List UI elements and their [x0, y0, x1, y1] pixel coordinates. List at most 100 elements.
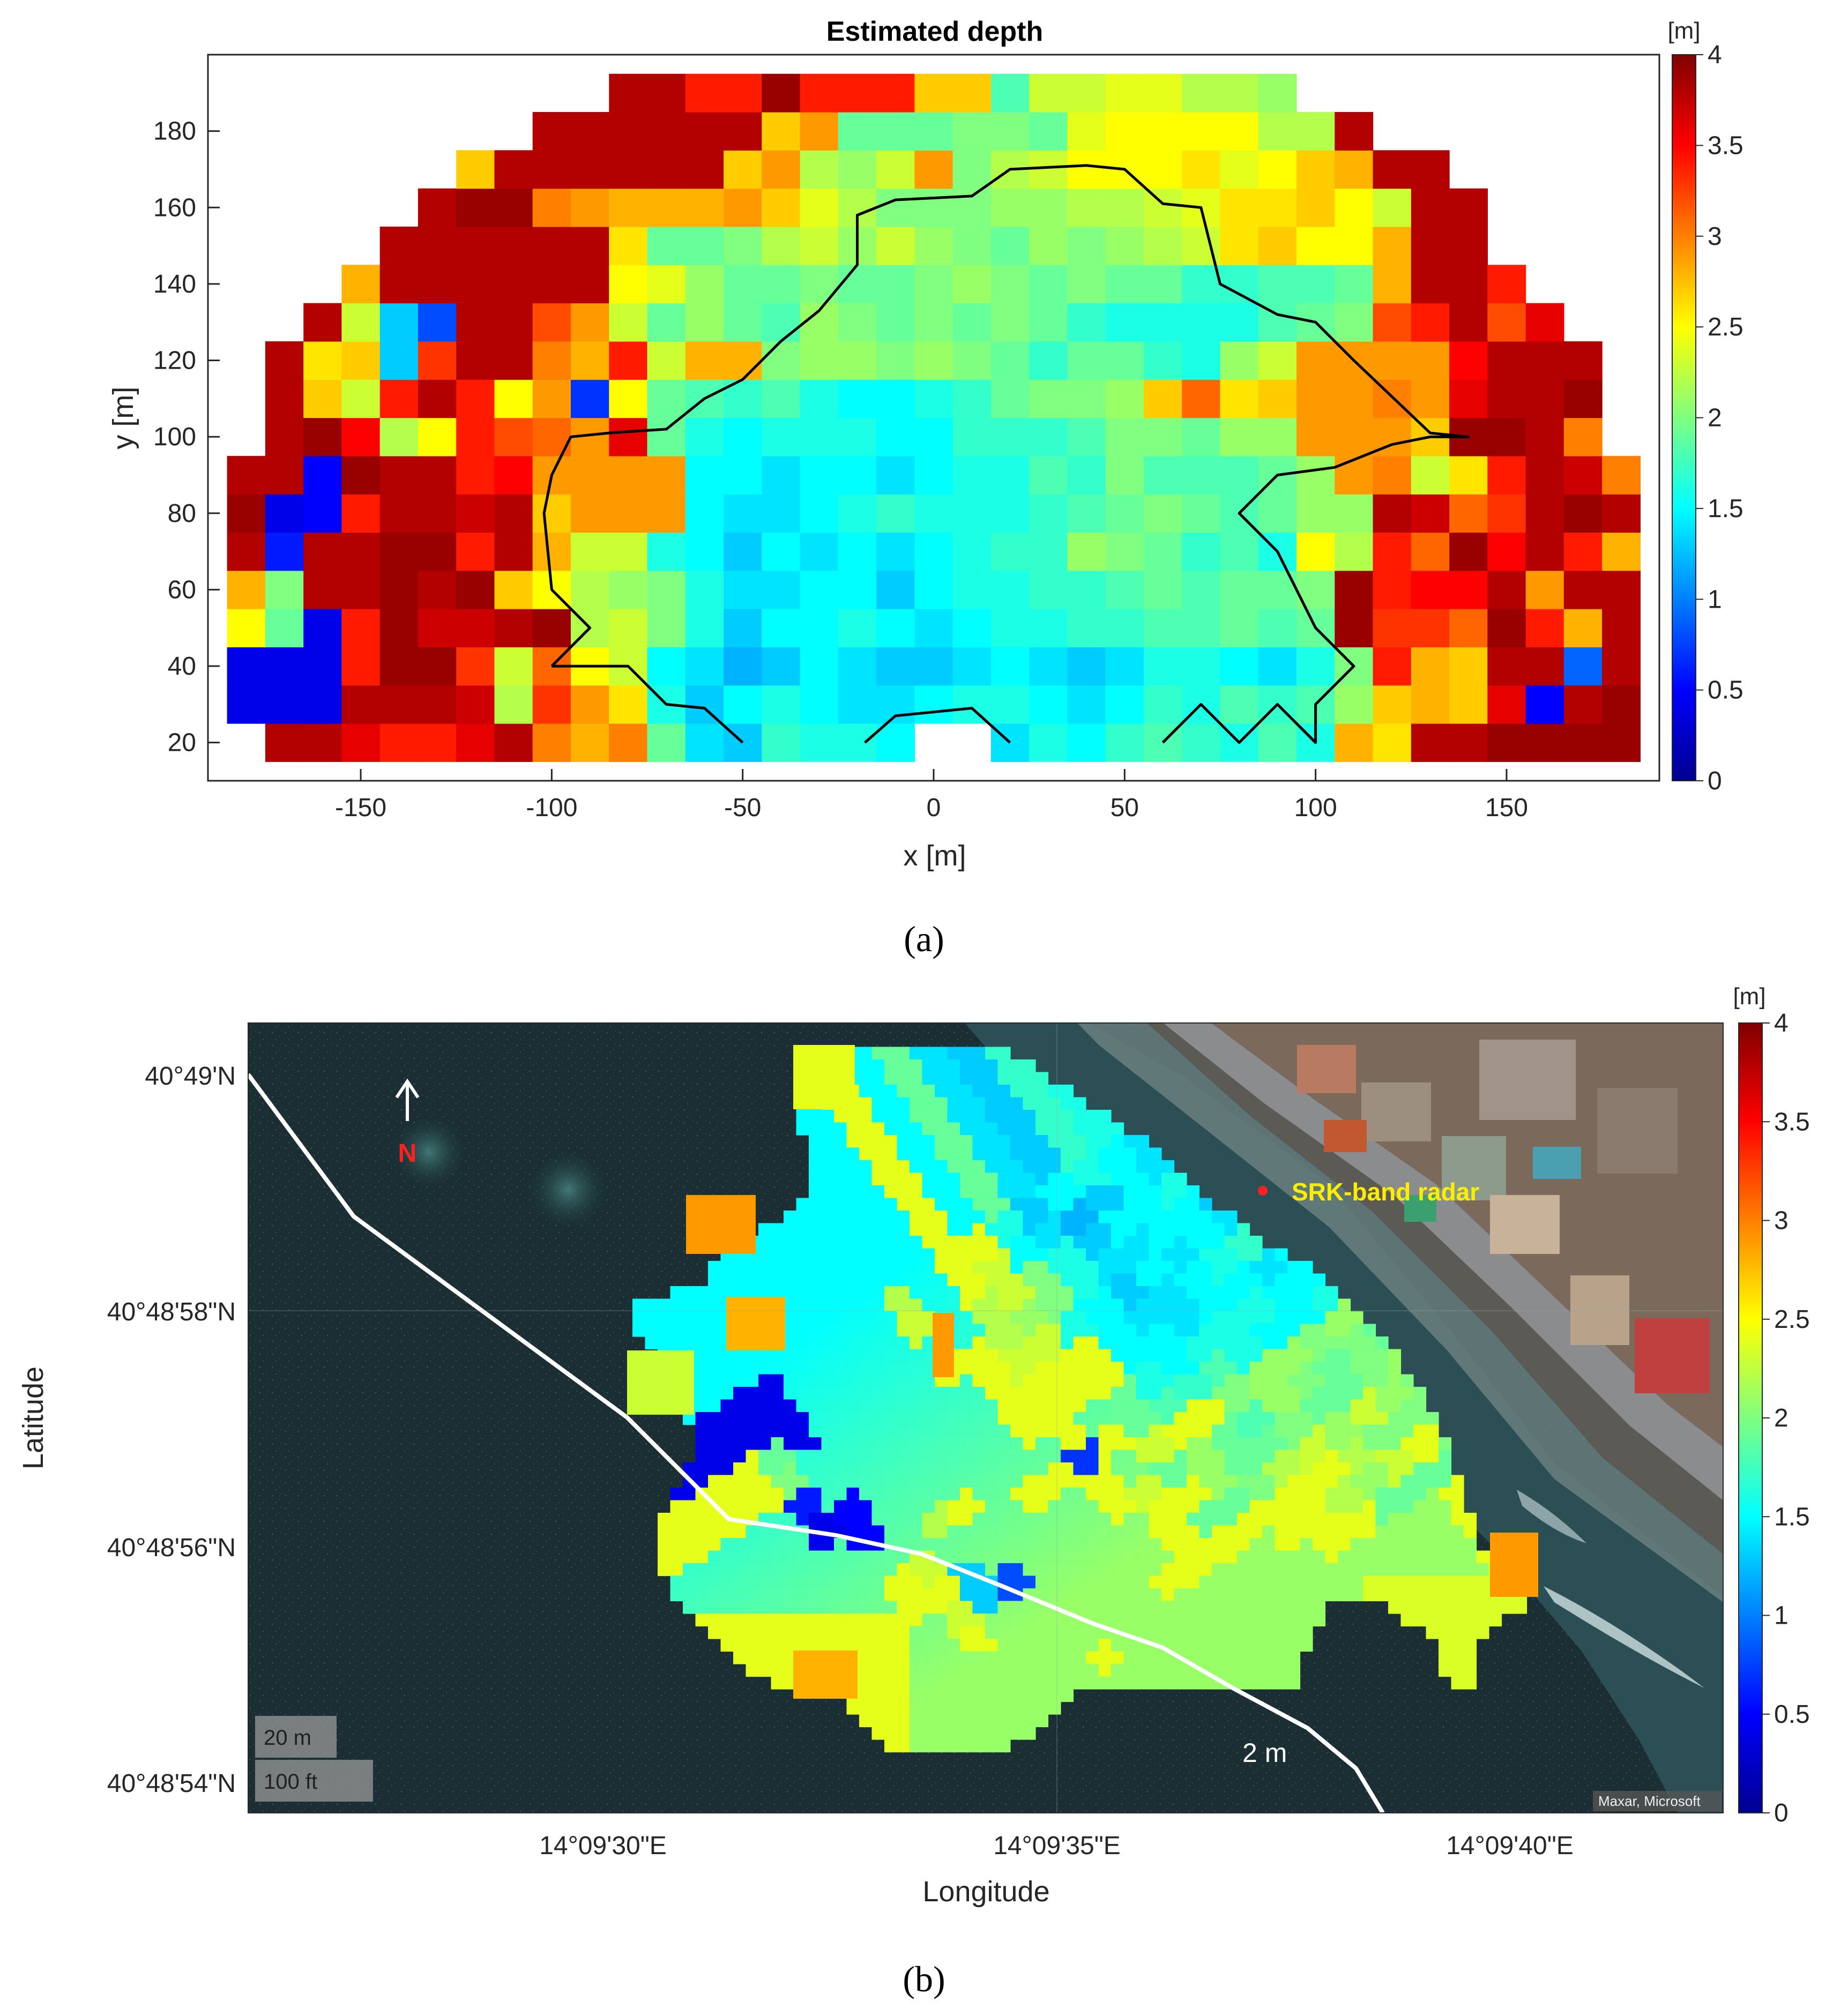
map-depth-cell — [1199, 1374, 1212, 1387]
map-depth-cell — [859, 1185, 873, 1199]
map-depth-cell — [1061, 1513, 1074, 1526]
map-depth-cell — [1237, 1500, 1250, 1513]
map-depth-cell — [897, 1172, 910, 1186]
map-depth-cell — [1035, 1437, 1049, 1451]
map-depth-cell — [1086, 1147, 1099, 1161]
map-depth-cell — [670, 1588, 683, 1602]
map-depth-cell — [1237, 1588, 1250, 1602]
map-depth-cell — [985, 1739, 998, 1753]
map-depth-cell — [1287, 1676, 1301, 1690]
map-depth-cell — [871, 1047, 885, 1060]
map-depth-cell — [746, 1626, 759, 1639]
map-depth-cell — [1388, 1500, 1402, 1513]
depth-cell — [1373, 226, 1412, 265]
map-depth-cell — [1199, 1538, 1212, 1551]
depth-cell — [1029, 303, 1068, 342]
map-depth-cell — [859, 1563, 873, 1577]
map-depth-cell — [670, 1298, 683, 1312]
map-depth-cell — [960, 1538, 973, 1551]
map-depth-cell — [922, 1601, 935, 1614]
depth-cell — [1258, 417, 1297, 457]
map-depth-cell — [1023, 1286, 1036, 1299]
map-depth-cell — [1048, 1475, 1061, 1488]
depth-cell — [456, 723, 495, 762]
depth-cell — [1525, 685, 1564, 724]
map-depth-cell — [1149, 1261, 1162, 1274]
depth-cell — [1449, 188, 1488, 227]
colorbar-tick-label: 0 — [1774, 1799, 1789, 1827]
map-depth-cell — [1161, 1664, 1175, 1677]
map-depth-cell — [884, 1437, 898, 1451]
map-depth-cell — [972, 1298, 986, 1312]
map-depth-cell — [1287, 1286, 1301, 1299]
map-depth-cell — [733, 1462, 747, 1476]
map-depth-cell — [1010, 1110, 1024, 1123]
map-depth-cell — [871, 1324, 885, 1337]
map-depth-cell — [796, 1550, 809, 1564]
map-depth-cell — [809, 1500, 822, 1513]
map-depth-cell — [746, 1412, 759, 1425]
map-depth-cell — [1035, 1172, 1049, 1186]
map-depth-cell — [985, 1664, 998, 1677]
map-depth-cell — [1224, 1298, 1238, 1312]
map-depth-cell — [1262, 1563, 1276, 1577]
map-depth-cell — [910, 1160, 923, 1174]
depth-cell — [418, 570, 457, 609]
map-depth-cell — [1413, 1563, 1427, 1577]
map-depth-cell — [884, 1651, 898, 1664]
x-tick-label: -100 — [526, 794, 577, 822]
map-depth-cell — [910, 1701, 923, 1715]
map-depth-cell — [960, 1261, 973, 1274]
map-depth-cell — [1249, 1248, 1263, 1261]
map-depth-cell — [809, 1475, 822, 1488]
map-depth-cell — [1149, 1311, 1162, 1325]
map-depth-cell — [985, 1047, 998, 1060]
map-depth-cell — [1023, 1198, 1036, 1211]
map-depth-cell — [1123, 1513, 1137, 1526]
map-depth-cell — [1237, 1273, 1250, 1287]
map-depth-cell — [771, 1488, 784, 1501]
y-tick-label: 20 — [168, 729, 196, 757]
map-depth-cell — [871, 1110, 885, 1123]
map-depth-cell — [846, 1450, 860, 1463]
depth-cell — [1029, 417, 1068, 457]
map-depth-cell — [821, 1110, 834, 1123]
map-depth-cell — [910, 1500, 923, 1513]
map-depth-cell — [1325, 1399, 1338, 1413]
map-depth-cell — [1023, 1488, 1036, 1501]
map-depth-cell — [1400, 1575, 1414, 1589]
map-depth-cell — [985, 1349, 998, 1362]
map-depth-cell — [1136, 1374, 1150, 1387]
map-depth-cell — [922, 1160, 935, 1174]
depth-cell — [1487, 647, 1526, 686]
map-depth-cell — [834, 1336, 847, 1350]
y-tick-label: 100 — [153, 423, 196, 451]
map-depth-cell — [922, 1185, 935, 1199]
map-depth-cell — [985, 1223, 998, 1236]
map-depth-cell — [720, 1462, 734, 1476]
map-depth-cell — [1010, 1324, 1024, 1337]
map-depth-cell — [884, 1701, 898, 1715]
map-depth-cell — [1161, 1349, 1175, 1362]
map-depth-cell — [796, 1626, 809, 1639]
map-depth-cell — [1287, 1664, 1301, 1677]
map-depth-cell — [695, 1437, 709, 1451]
map-depth-cell — [821, 1147, 834, 1161]
map-depth-cell — [859, 1298, 873, 1312]
depth-cell — [647, 532, 686, 571]
map-depth-cell — [1086, 1135, 1099, 1148]
map-depth-cell — [1224, 1563, 1238, 1577]
depth-cell — [303, 570, 342, 609]
map-depth-cell — [897, 1298, 910, 1312]
map-depth-cell — [1123, 1563, 1137, 1577]
map-depth-cell — [897, 1147, 910, 1161]
map-depth-cell — [1174, 1500, 1187, 1513]
depth-cell — [1335, 532, 1374, 571]
map-depth-cell — [972, 1588, 986, 1602]
map-depth-cell — [1325, 1588, 1338, 1602]
map-depth-cell — [1325, 1575, 1338, 1589]
depth-cell — [800, 379, 839, 419]
map-depth-cell — [1123, 1160, 1137, 1174]
map-depth-cell — [809, 1626, 822, 1639]
map-depth-cell — [821, 1614, 834, 1627]
